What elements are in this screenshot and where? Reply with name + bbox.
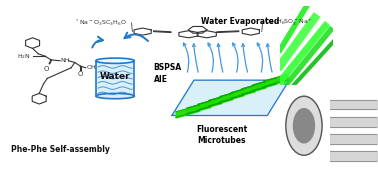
FancyArrowPatch shape bbox=[242, 44, 248, 72]
FancyArrowPatch shape bbox=[183, 43, 189, 72]
Polygon shape bbox=[172, 80, 289, 116]
Text: Fluorescent
Microtubes: Fluorescent Microtubes bbox=[196, 125, 247, 145]
FancyArrowPatch shape bbox=[192, 44, 198, 72]
Text: OC$_3$H$_6$SO$_3^-$Na$^+$: OC$_3$H$_6$SO$_3^-$Na$^+$ bbox=[263, 18, 313, 28]
Text: O: O bbox=[43, 66, 49, 72]
Text: BSPSA
AIE: BSPSA AIE bbox=[153, 63, 182, 83]
Text: H$_2$N: H$_2$N bbox=[17, 52, 31, 61]
Text: O: O bbox=[78, 71, 83, 77]
Text: $^*$Na$^-$O$_3$SC$_3$H$_6$O: $^*$Na$^-$O$_3$SC$_3$H$_6$O bbox=[75, 18, 126, 28]
Text: NH: NH bbox=[60, 58, 70, 63]
FancyArrowPatch shape bbox=[232, 43, 238, 72]
Text: Water Evaporated: Water Evaporated bbox=[201, 17, 279, 26]
Ellipse shape bbox=[96, 93, 134, 99]
FancyArrowPatch shape bbox=[124, 33, 148, 41]
FancyArrowPatch shape bbox=[217, 44, 223, 72]
Text: Water: Water bbox=[100, 72, 130, 81]
FancyArrowPatch shape bbox=[92, 37, 103, 48]
FancyBboxPatch shape bbox=[96, 61, 134, 96]
FancyArrowPatch shape bbox=[208, 43, 214, 72]
Text: Phe-Phe Self-assembly: Phe-Phe Self-assembly bbox=[11, 145, 110, 155]
FancyArrowPatch shape bbox=[257, 43, 263, 72]
FancyArrowPatch shape bbox=[266, 44, 272, 72]
Ellipse shape bbox=[96, 58, 134, 63]
Text: OH: OH bbox=[87, 65, 96, 70]
